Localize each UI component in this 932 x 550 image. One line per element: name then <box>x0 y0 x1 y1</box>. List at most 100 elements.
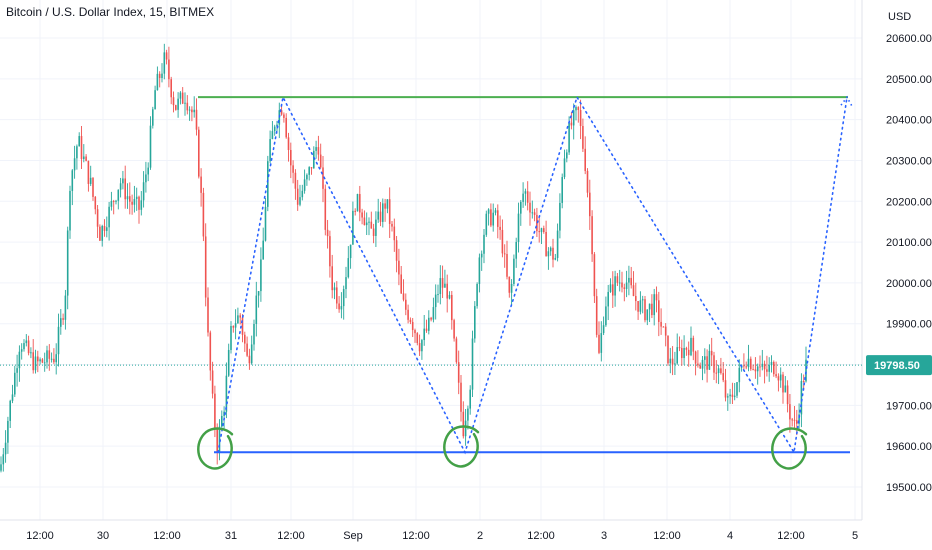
candle-body <box>368 221 370 223</box>
candle-body <box>402 293 405 300</box>
candle-body <box>701 359 704 369</box>
projection-arrowhead <box>840 95 853 107</box>
candle-body <box>283 114 285 118</box>
candle-body <box>388 199 391 224</box>
candle-body <box>699 365 701 369</box>
candle-body <box>395 240 398 261</box>
time-tick-label: 12:00 <box>653 530 681 542</box>
candle-body <box>147 167 149 175</box>
candle-body <box>593 254 596 297</box>
candle-body <box>501 229 504 254</box>
candle-body <box>161 73 163 78</box>
candle-body <box>694 351 697 364</box>
candle-body <box>122 178 124 184</box>
candle-body <box>572 110 575 126</box>
price-tick-label: 20300.00 <box>886 155 932 167</box>
candle-body <box>319 154 322 168</box>
candle-body <box>152 109 154 126</box>
candle-body <box>32 352 34 371</box>
candle-body <box>407 309 409 320</box>
time-axis[interactable]: 12:00 30 12:00 31 12:00 Sep 12:00 2 12:00 3 12:00 4… <box>26 530 858 542</box>
circled-low-marker[interactable] <box>197 427 234 470</box>
candle-body <box>423 328 425 341</box>
candle-body <box>303 179 306 191</box>
time-tick-label: 2 <box>477 530 483 542</box>
candle-body <box>791 419 793 421</box>
candle-body <box>425 328 428 331</box>
candle-body <box>690 337 692 356</box>
candle-body <box>729 394 731 397</box>
candle-body <box>685 347 688 350</box>
candle-body <box>738 367 741 383</box>
candle-body <box>418 343 421 352</box>
candle-body <box>214 393 216 429</box>
candle-body <box>285 117 287 138</box>
candle-body <box>110 201 113 207</box>
price-axis[interactable]: USD 20600.00 20500.00 20400.00 20300.00 20200… <box>866 11 932 494</box>
candle-body <box>710 350 713 356</box>
candle-body <box>393 226 396 241</box>
candle-body <box>296 188 299 205</box>
candle-body <box>23 343 25 350</box>
candle-body <box>485 213 488 235</box>
candle-body <box>635 295 637 302</box>
candle-body <box>566 152 568 159</box>
candle-body <box>354 210 356 212</box>
candle-body <box>683 347 685 359</box>
candle-body <box>508 276 511 293</box>
last-price-tag <box>866 355 932 376</box>
candle-body <box>704 356 706 360</box>
candle-body <box>444 283 446 288</box>
circled-low-marker[interactable] <box>771 427 808 470</box>
candle-body <box>135 196 138 200</box>
grid <box>0 0 863 521</box>
candle-body <box>552 247 554 260</box>
candle-body <box>71 170 74 191</box>
candle-body <box>405 299 407 310</box>
candle-body <box>460 382 462 412</box>
candle-body <box>299 197 301 205</box>
candle-body <box>322 167 324 189</box>
candle-body <box>87 160 90 184</box>
candle-body <box>531 212 534 214</box>
candle-body <box>628 277 630 283</box>
candle-body <box>561 177 563 203</box>
circled-low-marker[interactable] <box>443 425 480 468</box>
candle-body <box>158 73 161 78</box>
candle-body <box>733 395 736 397</box>
candle-body <box>474 306 476 339</box>
currency-label: USD <box>888 11 911 23</box>
candle-body <box>324 188 327 230</box>
projection-zigzag[interactable] <box>217 94 848 455</box>
candle-body <box>441 278 444 288</box>
candle-body <box>582 125 584 149</box>
candle-body <box>777 376 780 381</box>
candle-body <box>750 358 752 370</box>
price-tick-label: 20000.00 <box>886 278 932 290</box>
candle-body <box>108 206 110 228</box>
candle-body <box>579 110 582 126</box>
candle-body <box>524 191 527 194</box>
candle-body <box>290 149 292 166</box>
candle-body <box>678 347 681 349</box>
candle-body <box>352 210 354 245</box>
candle-body <box>671 358 674 365</box>
candle-body <box>464 420 467 437</box>
candle-body <box>713 355 715 373</box>
candle-body <box>85 156 87 161</box>
candle-body <box>543 228 545 232</box>
candle-body <box>720 368 722 374</box>
candle-body <box>421 340 423 352</box>
candle-body <box>165 52 168 60</box>
candle-body <box>313 150 315 169</box>
chart-title: Bitcoin / U.S. Dollar Index, 15, BITMEX <box>6 5 215 19</box>
candle-body <box>138 196 140 210</box>
candle-body <box>731 394 734 397</box>
candle-body <box>653 294 655 316</box>
candle-body <box>92 177 94 197</box>
candle-body <box>30 352 32 354</box>
candle-body <box>117 189 120 201</box>
candle-body <box>204 236 207 298</box>
time-tick-label: 12:00 <box>26 530 54 542</box>
